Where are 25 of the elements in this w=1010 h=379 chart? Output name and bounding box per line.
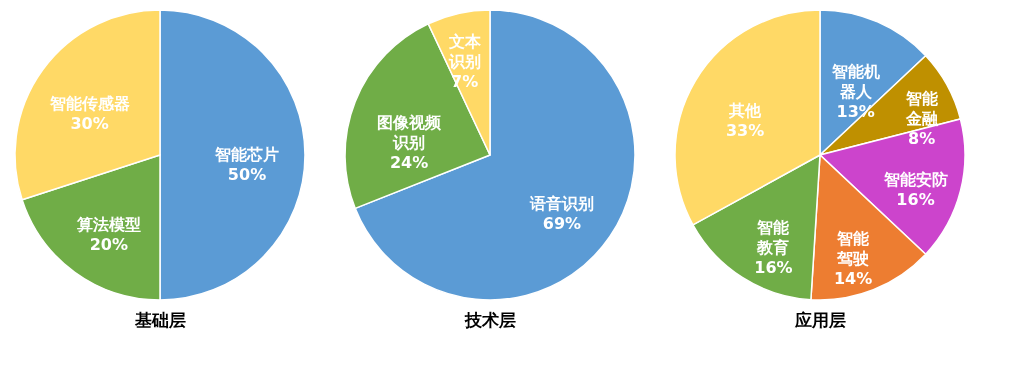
data-label: 50%: [227, 165, 267, 184]
slice-label: 智能芯片: [214, 145, 279, 164]
text: 应用层: [793, 310, 846, 330]
data-label: 16%: [896, 189, 935, 209]
data-label: 24%: [389, 152, 429, 172]
slice-label: 语音识别: [528, 193, 594, 213]
slice-label: 智能金融: [904, 89, 939, 129]
slice-label: 智能传感器: [48, 93, 130, 113]
data-label: 14%: [833, 268, 873, 288]
slice-label: 算法模型: [75, 215, 141, 235]
slice-label: 其他: [728, 100, 763, 120]
slice-label: 智能教育: [756, 218, 790, 258]
data-label: 33%: [725, 120, 765, 140]
data-label: 30%: [70, 113, 109, 133]
slice-label: 图像视频识别: [377, 112, 443, 152]
text: 基础层: [133, 310, 186, 330]
slice-label: 智能驾驶: [836, 228, 870, 268]
slice-label: 智能机器人: [830, 62, 880, 102]
slice-label: 智能安防: [882, 169, 948, 189]
data-label: 8%: [908, 129, 936, 149]
slice-label: 文本识别: [447, 31, 482, 71]
data-label: 16%: [754, 258, 793, 278]
text: 技术层: [463, 310, 516, 330]
data-label: 20%: [89, 235, 129, 255]
data-label: 69%: [542, 213, 582, 233]
